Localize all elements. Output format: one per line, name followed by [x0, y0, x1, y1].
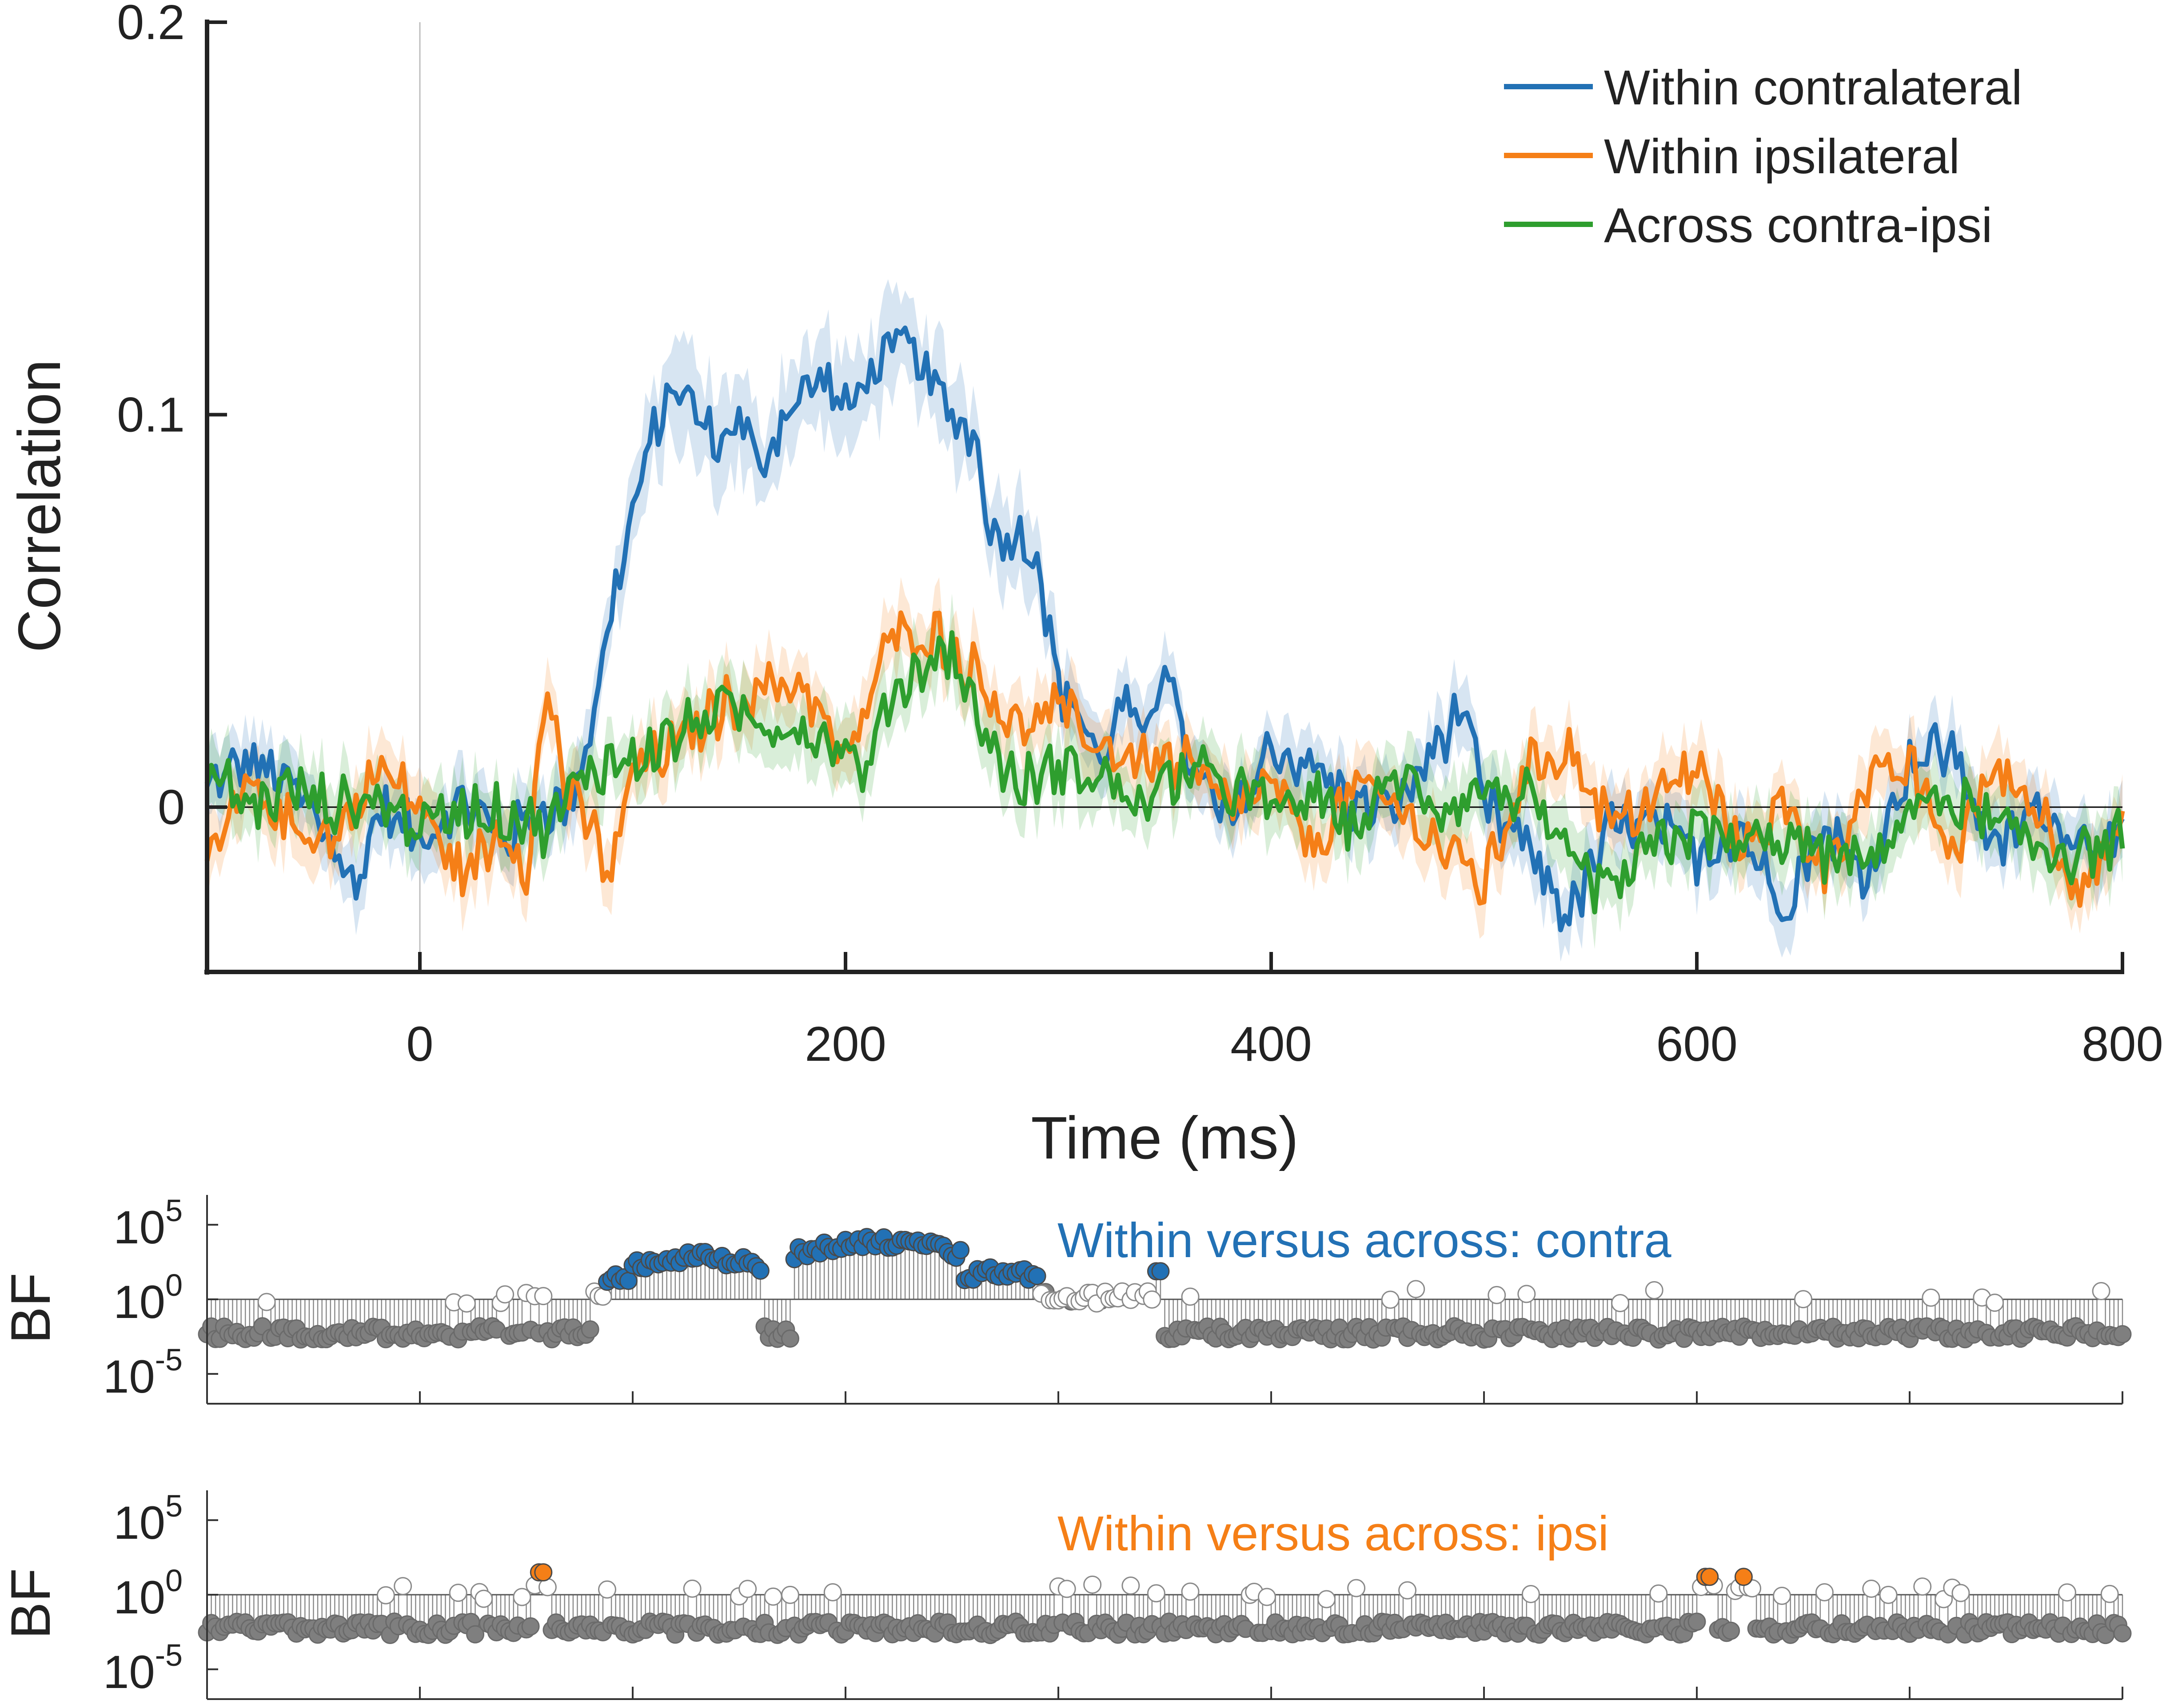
legend-label: Within ipsilateral [1604, 129, 1960, 184]
bf-point [1147, 1584, 1165, 1603]
bf-point [1028, 1267, 1046, 1286]
bf-point [1986, 1294, 2004, 1312]
bf-points [198, 1228, 2132, 1349]
bf-point [1687, 1612, 1706, 1631]
bf-point [764, 1587, 782, 1606]
bf-point [394, 1577, 412, 1596]
bf-point [619, 1272, 638, 1290]
x-tick-label: 600 [1656, 1017, 1738, 1071]
x-tick-label: 400 [1230, 1017, 1312, 1071]
legend: Within contralateral Within ipsilateral Ac… [1504, 60, 2022, 253]
bf-point [1057, 1580, 1076, 1598]
error-band-2 [207, 593, 2122, 949]
x-axis-label: Time (ms) [1031, 1104, 1298, 1171]
bf-point [1951, 1584, 1970, 1602]
bf-point [376, 1586, 395, 1604]
bf-point [1083, 1575, 1102, 1594]
bf-axes: 105 100 10-5 [103, 1489, 2123, 1700]
bf-point [513, 1588, 531, 1606]
bf-point [1347, 1579, 1366, 1597]
x-tick-label: 200 [805, 1017, 886, 1071]
bf-annotation: Within versus across: ipsi [1057, 1506, 1609, 1561]
bf-point [594, 1287, 612, 1306]
bf-point [1722, 1621, 1740, 1640]
y-tick-label: 0.1 [117, 387, 185, 442]
bf-point [1773, 1587, 1791, 1605]
legend-label: Across contra-ipsi [1604, 198, 1992, 253]
bf-point [1317, 1590, 1336, 1608]
bf-point [1398, 1581, 1417, 1600]
bf-point [581, 1320, 599, 1339]
bf-point [781, 1329, 799, 1348]
bf-point [1649, 1584, 1668, 1603]
bf-point [1922, 1288, 1940, 1307]
bf-point [257, 1293, 276, 1311]
bf-point [751, 1262, 770, 1280]
x-tick-label: 0 [406, 1017, 433, 1071]
bf-y-tick-label: 10-5 [103, 1638, 183, 1698]
bf-point [466, 1625, 485, 1644]
bf-point [2113, 1325, 2132, 1343]
bf-point [475, 1589, 493, 1608]
bf-point [534, 1563, 553, 1582]
axis-ticks: 0 0.1 0.2 0 200 400 600 800 [117, 0, 2163, 1071]
bf-y-tick-label: 105 [113, 1489, 183, 1549]
bf-y-tick-label: 105 [113, 1193, 183, 1254]
bf-axes: 105 100 10-5 [103, 1193, 2123, 1405]
bf-point [1407, 1280, 1425, 1298]
bf-y-tick-label: 100 [113, 1268, 183, 1328]
bf-point [1488, 1286, 1506, 1304]
bf-point [1517, 1285, 1536, 1303]
bf-point [1381, 1290, 1400, 1309]
bf-point [1257, 1588, 1276, 1606]
bf-point [951, 1241, 970, 1259]
bf-point [1181, 1287, 1200, 1306]
bf-point [2100, 1585, 2119, 1603]
bf-point [1645, 1281, 1663, 1300]
bf-y-axis-label: BF [0, 1568, 62, 1639]
bf-point [2058, 1583, 2076, 1602]
series-line-2 [204, 630, 2125, 915]
bf-point [2092, 1282, 2110, 1301]
bf-point [1862, 1579, 1881, 1598]
bf-point [1815, 1583, 1834, 1601]
legend-label: Within contralateral [1604, 60, 2022, 115]
x-tick-label: 800 [2082, 1017, 2163, 1071]
bf-point [1143, 1290, 1161, 1309]
bf-point [781, 1585, 799, 1604]
bf-annotation: Within versus across: contra [1057, 1213, 1671, 1268]
bf-point [1913, 1577, 1932, 1596]
y-tick-label: 0.2 [117, 0, 185, 50]
bf-point [1151, 1262, 1170, 1281]
bf-point [2113, 1624, 2132, 1643]
bf-point [1794, 1290, 1812, 1309]
bf-y-axis-label: BF [0, 1273, 62, 1344]
bf-point [496, 1285, 515, 1304]
bf-point [1611, 1294, 1630, 1312]
bf-point [1734, 1568, 1753, 1586]
bf-panel-ipsi: 105 100 10-5 BF Within versus across: ipsi [0, 1489, 2132, 1700]
bf-point [449, 1584, 467, 1602]
bf-point [598, 1580, 617, 1599]
bf-point [521, 1617, 540, 1636]
bf-y-tick-label: 100 [113, 1563, 183, 1624]
bf-point [534, 1287, 553, 1306]
bf-point [1121, 1577, 1140, 1595]
bf-y-tick-label: 10-5 [103, 1342, 183, 1403]
bf-point [457, 1294, 476, 1313]
y-tick-label: 0 [158, 780, 185, 835]
y-axis-label: Correlation [6, 359, 73, 653]
main-correlation-plot: 0 0.1 0.2 0 200 400 600 800 Time (ms) Correlati… [6, 0, 2163, 1171]
bf-panel-contra: 105 100 10-5 BF Within versus across: cont… [0, 1193, 2132, 1405]
bf-point [1181, 1582, 1200, 1601]
bf-point [1700, 1568, 1719, 1586]
bf-point [1521, 1585, 1540, 1603]
bf-point [738, 1580, 757, 1598]
bf-point [1879, 1585, 1898, 1604]
bf-point [683, 1579, 702, 1598]
series-lines [204, 325, 2125, 932]
bf-points [198, 1563, 2132, 1644]
bf-point [823, 1583, 842, 1601]
